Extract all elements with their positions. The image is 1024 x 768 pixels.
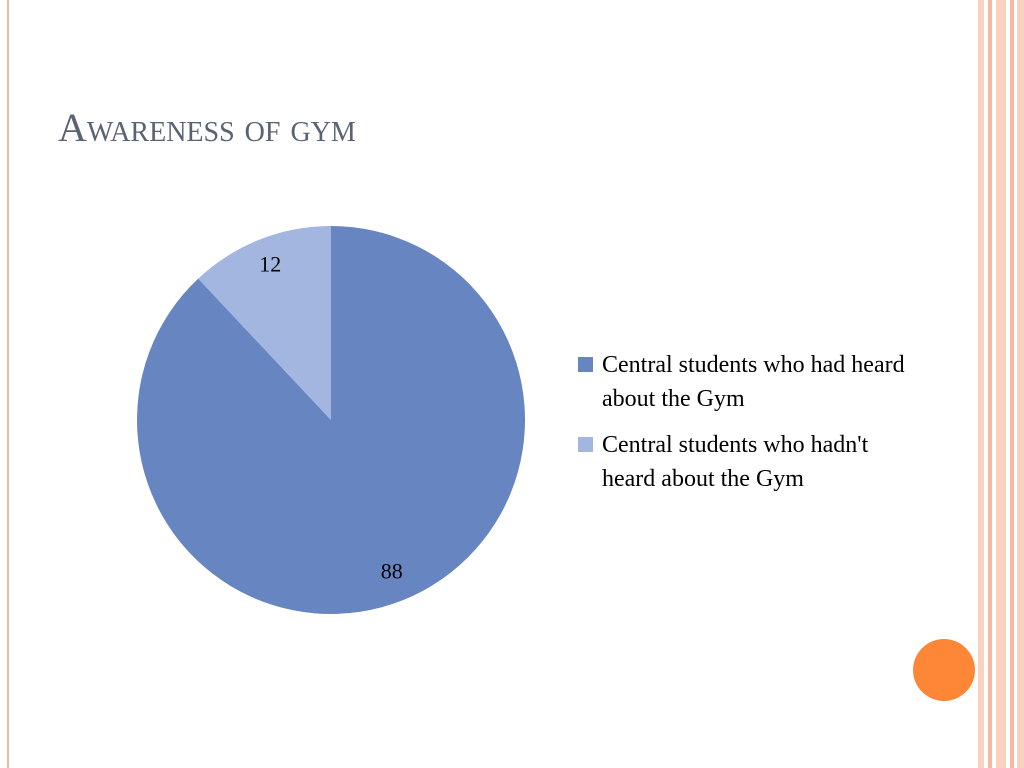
pie-slice [198,226,331,420]
border-stripe [988,0,992,768]
border-stripe [978,0,984,768]
legend-label: Central students who had heard about the… [602,352,905,412]
border-stripe [1017,0,1024,768]
legend-label: Central students who hadn't heard about … [602,432,869,492]
legend-swatch [578,357,593,372]
chart-title: Awareness of gym [58,105,356,150]
border-stripe [996,0,1006,768]
legend-entry: Central students who hadn't heard about … [578,428,918,496]
legend: Central students who had heard about the… [578,348,918,508]
data-label: 12 [259,252,281,277]
data-label: 88 [381,558,403,583]
border-stripe [1010,0,1014,768]
legend-entry: Central students who had heard about the… [578,348,918,416]
pie: 88 12 [136,226,525,614]
pie-slice [136,226,525,614]
decor-circle [913,639,975,701]
legend-swatch [578,437,593,452]
